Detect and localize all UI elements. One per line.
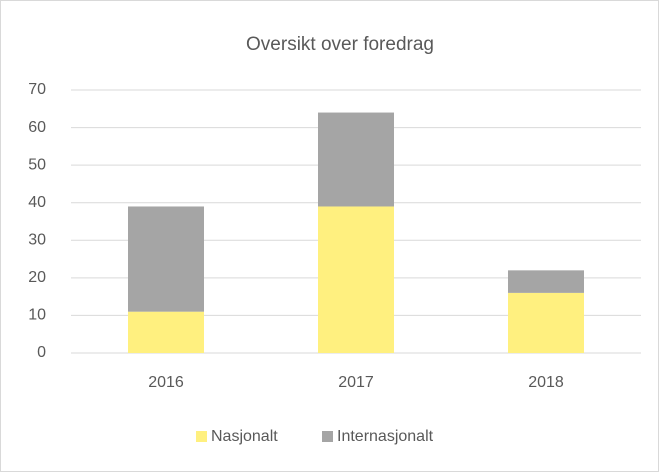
y-tick-label: 20 xyxy=(28,269,46,286)
y-tick-label: 10 xyxy=(28,307,46,324)
y-tick-label: 60 xyxy=(28,119,46,136)
x-tick-label: 2017 xyxy=(338,374,374,391)
x-tick-label: 2018 xyxy=(528,374,564,391)
legend-swatch xyxy=(322,431,333,442)
y-tick-label: 40 xyxy=(28,194,46,211)
bar-segment xyxy=(508,292,584,353)
bar-segment xyxy=(318,206,394,353)
x-tick-label: 2016 xyxy=(148,374,184,391)
legend-label: Nasjonalt xyxy=(211,428,278,445)
bar-segment xyxy=(318,112,394,207)
y-tick-label: 50 xyxy=(28,156,46,173)
legend-swatch xyxy=(196,431,207,442)
y-tick-label: 70 xyxy=(28,81,46,98)
legend-label: Internasjonalt xyxy=(337,428,434,445)
y-tick-label: 0 xyxy=(37,344,46,361)
bar-segment xyxy=(508,270,584,293)
bar-segment xyxy=(128,206,204,312)
bar-segment xyxy=(128,311,204,353)
chart-title: Oversikt over foredrag xyxy=(246,34,434,55)
y-tick-label: 30 xyxy=(28,232,46,249)
